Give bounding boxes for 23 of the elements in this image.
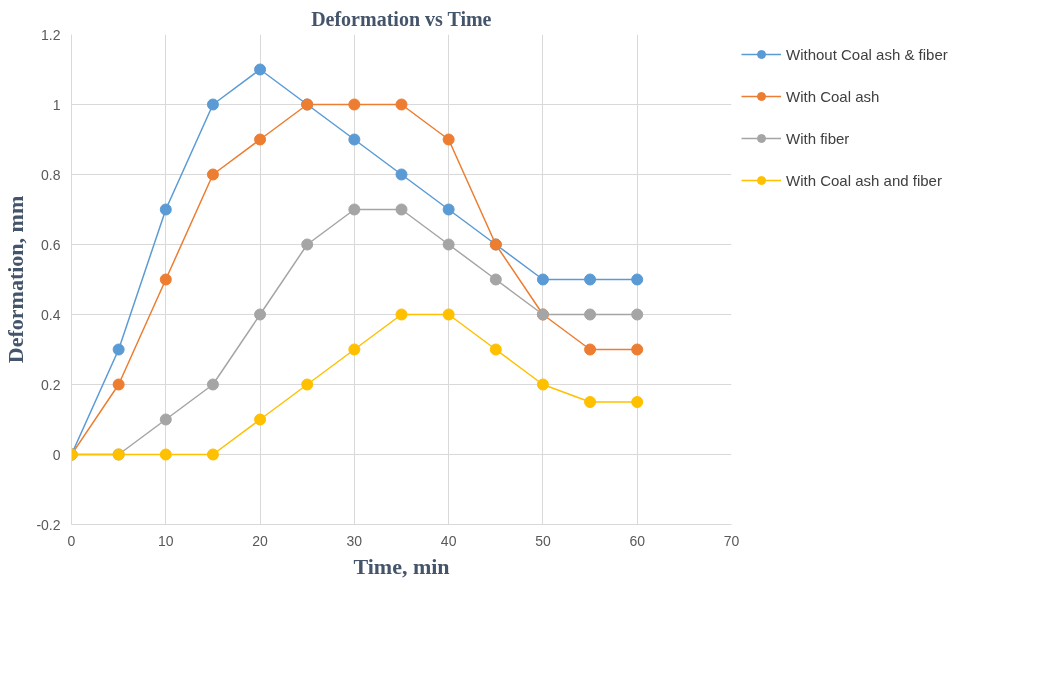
legend-label: With Coal ash and fiber	[786, 171, 942, 189]
x-tick-label: 10	[158, 532, 174, 549]
legend-label: With Coal ash	[786, 87, 880, 105]
x-tick-label: 50	[535, 532, 551, 549]
y-tick-label: 1.2	[41, 26, 61, 43]
x-tick-label: 40	[440, 532, 457, 549]
chart-title: Deformation vs Time	[311, 7, 492, 30]
y-tick-label: 0.2	[41, 376, 61, 393]
x-tick-label: 30	[346, 532, 363, 549]
y-tick-label: 1	[52, 96, 61, 113]
y-tick-label: 0.6	[41, 236, 61, 253]
y-tick-label: 0.8	[41, 166, 61, 183]
x-tick-label: 0	[67, 532, 76, 549]
legend-label: With fiber	[786, 129, 850, 147]
y-axis-title: Deformation, mm	[3, 195, 29, 364]
y-tick-label: 0	[52, 446, 61, 463]
x-axis-title: Time, min	[353, 553, 450, 579]
y-tick-label: 0.4	[41, 306, 61, 323]
x-tick-label: 60	[629, 532, 646, 549]
x-tick-label: 70	[723, 532, 740, 549]
legend-label: Without Coal ash & fiber	[786, 45, 948, 63]
y-tick-label: -0.2	[36, 516, 61, 533]
x-tick-label: 20	[252, 532, 269, 549]
